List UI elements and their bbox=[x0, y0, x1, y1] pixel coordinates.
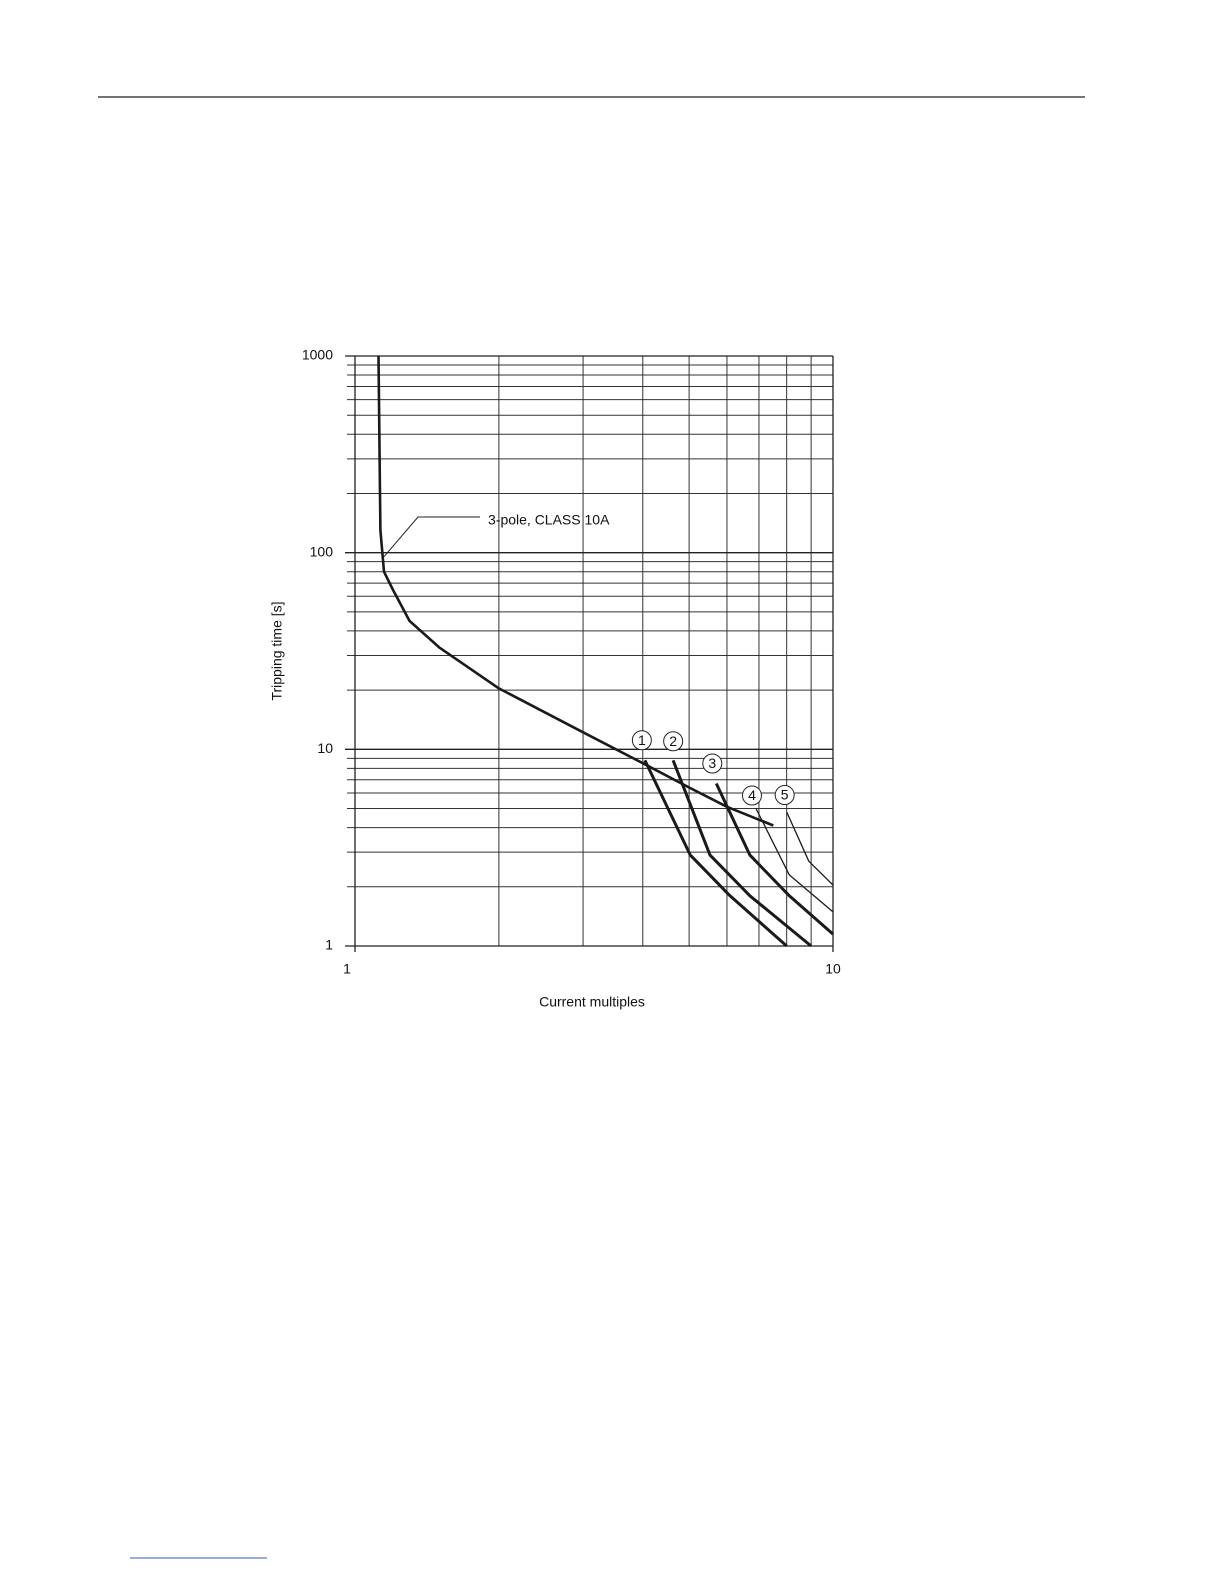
line-series bbox=[786, 811, 834, 886]
label-circle bbox=[774, 785, 795, 806]
y-tick-label: 1 bbox=[325, 937, 333, 953]
line-series bbox=[377, 355, 774, 827]
line-series bbox=[755, 808, 834, 913]
label-circle bbox=[663, 731, 684, 752]
series-label: 4 bbox=[748, 787, 756, 803]
y-tick-label: 1000 bbox=[302, 347, 333, 363]
x-axis-label: Current multiples bbox=[539, 994, 645, 1010]
y-axis-label: Tripping time [s] bbox=[269, 601, 285, 700]
line-series bbox=[643, 759, 788, 948]
y-tick-label: 10 bbox=[317, 740, 333, 756]
series-label: 3-pole, CLASS 10A bbox=[488, 512, 610, 528]
label-circle bbox=[631, 730, 652, 751]
annotation-leader bbox=[383, 516, 480, 558]
series-label: 5 bbox=[781, 787, 789, 803]
x-tick-label: 1 bbox=[343, 961, 351, 977]
series-label: 1 bbox=[638, 732, 646, 748]
series-label: 2 bbox=[669, 733, 677, 749]
line-series bbox=[714, 782, 834, 936]
y-tick-label: 100 bbox=[310, 543, 334, 559]
series-label: 3 bbox=[708, 755, 716, 771]
x-tick-label: 10 bbox=[825, 961, 841, 977]
label-circle bbox=[741, 785, 762, 806]
line-series bbox=[671, 759, 813, 948]
label-circle bbox=[702, 753, 723, 774]
